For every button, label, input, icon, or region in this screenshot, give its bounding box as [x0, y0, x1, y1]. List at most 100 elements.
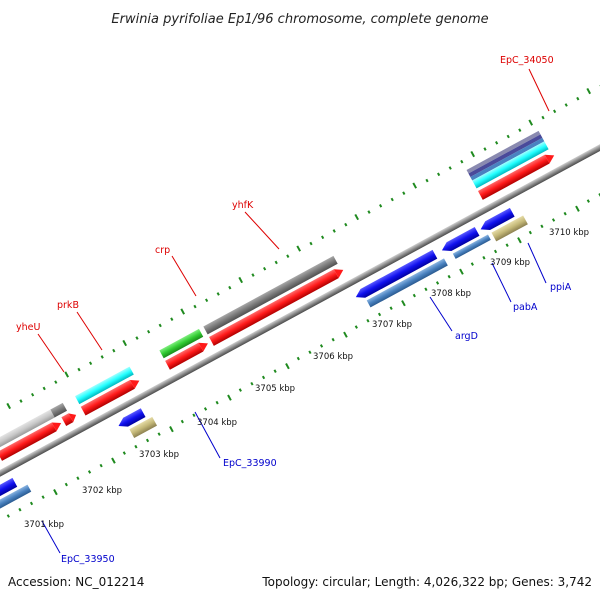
- minor-tick: [321, 235, 325, 240]
- gene-epc34050-band2[interactable]: [468, 134, 543, 177]
- minor-tick: [319, 344, 324, 348]
- minor-tick: [203, 407, 208, 411]
- gene-epc34050-feature[interactable]: [472, 141, 549, 189]
- minor-tick: [29, 501, 34, 506]
- minor-tick: [41, 495, 45, 499]
- tick-line-top: [6, 84, 600, 410]
- major-tick: [64, 371, 69, 378]
- major-tick: [470, 150, 476, 158]
- minor-tick: [424, 287, 428, 292]
- minor-tick: [99, 463, 103, 468]
- minor-tick: [31, 392, 35, 397]
- label-argd[interactable]: argD: [455, 331, 478, 342]
- gene-ppia-feature[interactable]: [491, 215, 528, 242]
- tick-label-3706: 3706 kbp: [313, 352, 353, 362]
- minor-tick: [228, 285, 232, 290]
- label-epc33990[interactable]: EpC_33990: [223, 458, 277, 469]
- summary-text: Topology: circular; Length: 4,026,322 bp…: [261, 575, 592, 589]
- gene-argd-feature[interactable]: [366, 258, 448, 308]
- gene-ppia-cds[interactable]: [478, 207, 515, 234]
- gene-yheu-feature[interactable]: [0, 409, 56, 450]
- tick-label-3707: 3707 kbp: [372, 320, 412, 330]
- minor-tick: [205, 298, 209, 303]
- major-tick: [343, 331, 348, 338]
- minor-tick: [296, 356, 300, 361]
- minor-tick: [390, 197, 394, 202]
- minor-tick: [332, 229, 336, 233]
- gene-epc34050-band1[interactable]: [466, 130, 541, 174]
- gene-paba-feature[interactable]: [452, 234, 491, 259]
- leader-argd: [429, 296, 453, 332]
- minor-tick: [470, 262, 474, 266]
- minor-tick: [586, 199, 590, 203]
- minor-tick: [192, 413, 196, 418]
- gene-epc33950-cds[interactable]: [0, 477, 18, 506]
- major-tick: [111, 457, 116, 464]
- major-tick: [122, 339, 128, 347]
- major-tick: [586, 87, 592, 95]
- minor-tick: [541, 115, 545, 120]
- minor-tick: [261, 375, 266, 380]
- label-yhfk[interactable]: yhfK: [232, 200, 254, 211]
- chromosome-backbone: [0, 121, 600, 489]
- minor-tick: [158, 323, 162, 328]
- minor-tick: [493, 249, 498, 254]
- minor-tick: [576, 96, 580, 101]
- minor-tick: [540, 224, 544, 229]
- label-paba[interactable]: pabA: [513, 302, 538, 313]
- gene-argd-cds[interactable]: [353, 249, 438, 302]
- minor-tick: [6, 514, 10, 518]
- label-prkb[interactable]: prkB: [57, 300, 79, 311]
- tick-label-3708: 3708 kbp: [431, 289, 471, 299]
- gene-yhfk-cds[interactable]: [209, 269, 339, 346]
- label-yheu[interactable]: yheU: [16, 322, 40, 333]
- gene-epc33990-feature[interactable]: [129, 416, 158, 439]
- minor-tick: [18, 507, 22, 512]
- minor-tick: [250, 381, 254, 386]
- major-tick: [296, 245, 302, 252]
- minor-tick: [402, 191, 406, 195]
- major-tick: [401, 300, 406, 307]
- minor-tick: [553, 109, 557, 114]
- major-tick: [285, 363, 290, 370]
- gene-small-feature[interactable]: [50, 402, 68, 418]
- gene-yhfk-feature[interactable]: [203, 255, 338, 335]
- gene-crp-feature[interactable]: [159, 328, 204, 359]
- label-crp[interactable]: crp: [155, 245, 170, 256]
- major-tick: [53, 489, 58, 496]
- leader-epc33990: [194, 411, 221, 459]
- label-epc33950[interactable]: EpC_33950: [61, 554, 115, 565]
- leader-prkb: [76, 311, 103, 351]
- minor-tick: [435, 281, 440, 285]
- gene-epc33990-cds[interactable]: [116, 408, 146, 430]
- minor-tick: [331, 337, 335, 342]
- gene-prkb-cds[interactable]: [80, 379, 135, 416]
- major-tick: [517, 237, 522, 244]
- gene-small-cds[interactable]: [61, 413, 74, 426]
- gene-prkb-feature[interactable]: [75, 366, 134, 405]
- minor-tick: [460, 159, 464, 164]
- minor-tick: [344, 222, 348, 227]
- minor-tick: [215, 400, 219, 405]
- label-epc34050[interactable]: EpC_34050: [500, 55, 554, 66]
- gene-paba-cds[interactable]: [440, 226, 480, 255]
- minor-tick: [42, 386, 46, 391]
- gene-crp-cds[interactable]: [165, 342, 204, 370]
- minor-tick: [528, 230, 532, 235]
- minor-tick: [77, 367, 81, 372]
- minor-tick: [89, 361, 93, 366]
- minor-tick: [64, 482, 68, 487]
- accession-text: Accession: NC_012214: [8, 575, 144, 589]
- label-ppia[interactable]: ppiA: [550, 282, 572, 293]
- gene-epc33950-feature[interactable]: [0, 484, 32, 511]
- tick-label-3702: 3702 kbp: [82, 486, 122, 496]
- gene-epc34050-cds[interactable]: [477, 154, 550, 200]
- minor-tick: [518, 128, 522, 132]
- gene-yheu-cds[interactable]: [0, 422, 57, 461]
- minor-tick: [135, 336, 139, 340]
- gene-epc34050-band3[interactable]: [470, 137, 545, 181]
- minor-tick: [563, 211, 567, 216]
- minor-tick: [263, 266, 267, 271]
- major-tick: [169, 426, 174, 433]
- gene-prkb-arrow: [129, 379, 140, 389]
